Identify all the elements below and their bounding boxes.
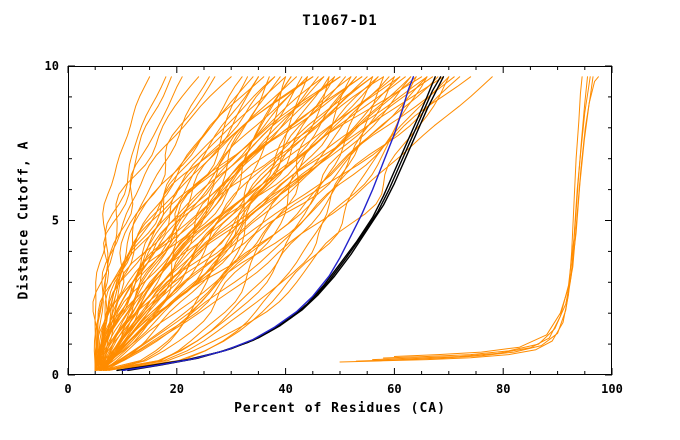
outlier-model-curve bbox=[393, 76, 599, 357]
x-tick-label: 100 bbox=[601, 382, 623, 396]
x-tick-label: 40 bbox=[278, 382, 292, 396]
model-curve bbox=[105, 76, 384, 371]
model-curve bbox=[100, 76, 428, 371]
outlier-model-curve bbox=[383, 76, 594, 359]
y-axis-label: Distance Cutoff, A bbox=[16, 140, 32, 300]
model-curve bbox=[102, 76, 461, 371]
model-curve bbox=[94, 76, 472, 371]
model-curve bbox=[94, 76, 423, 371]
model-curve bbox=[100, 76, 374, 371]
outlier-model-curve bbox=[355, 76, 588, 362]
model-curve bbox=[95, 76, 325, 371]
x-axis-label: Percent of Residues (CA) bbox=[234, 401, 446, 416]
model-curve bbox=[102, 76, 395, 371]
y-tick-label: 10 bbox=[45, 59, 59, 73]
model-curve bbox=[100, 76, 493, 371]
model-curve bbox=[102, 76, 330, 371]
model-curve bbox=[94, 76, 444, 371]
model-curve bbox=[105, 76, 395, 371]
model-curve bbox=[108, 76, 352, 371]
model-curve bbox=[101, 76, 401, 371]
model-curve bbox=[97, 76, 232, 371]
model-curve bbox=[95, 76, 259, 371]
axes-layer bbox=[67, 65, 613, 376]
model-curve bbox=[99, 76, 314, 371]
model-curve bbox=[93, 76, 172, 371]
model-curve bbox=[105, 76, 308, 371]
x-tick-label: 60 bbox=[387, 382, 401, 396]
model-curve bbox=[92, 76, 200, 371]
model-curve bbox=[100, 76, 270, 371]
tick-labels-layer: 0 20 40 60 80 100 0 5 10 bbox=[45, 59, 623, 396]
model-curve bbox=[100, 76, 406, 371]
model-curve bbox=[99, 76, 412, 371]
chart-title: T1067-D1 bbox=[302, 13, 378, 29]
model-curve bbox=[101, 76, 276, 371]
model-curve bbox=[102, 76, 325, 371]
model-curve bbox=[102, 76, 417, 371]
model-curve bbox=[94, 76, 352, 371]
model-curve bbox=[94, 76, 308, 371]
model-curve bbox=[97, 76, 341, 371]
x-tick-label: 0 bbox=[64, 382, 71, 396]
model-curve bbox=[104, 76, 428, 371]
model-curve bbox=[102, 76, 439, 371]
x-tick-label: 20 bbox=[170, 382, 184, 396]
model-curve bbox=[104, 76, 336, 371]
y-tick-label: 5 bbox=[52, 214, 59, 228]
outlier-model-curve bbox=[339, 76, 583, 363]
model-curve bbox=[97, 76, 433, 371]
model-curve bbox=[95, 76, 363, 371]
model-curve bbox=[97, 76, 455, 371]
x-tick-label: 80 bbox=[496, 382, 510, 396]
model-curve bbox=[100, 76, 336, 371]
curves-layer bbox=[92, 76, 599, 372]
model-curve bbox=[94, 76, 374, 371]
y-tick-label: 0 bbox=[52, 368, 59, 382]
model-curve bbox=[94, 76, 265, 371]
reference-curve bbox=[121, 76, 415, 372]
plot-frame bbox=[68, 66, 612, 375]
